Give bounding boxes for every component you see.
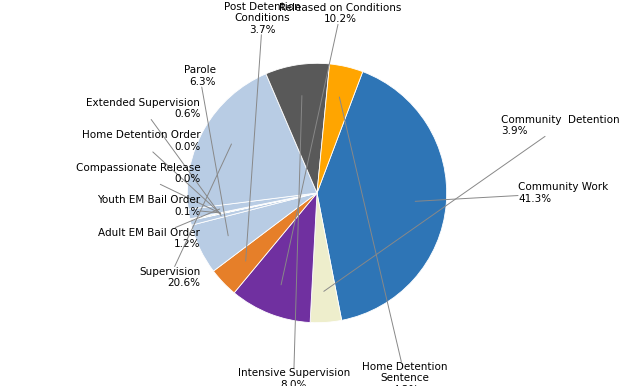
Text: Adult EM Bail Order
1.2%: Adult EM Bail Order 1.2%: [98, 209, 220, 249]
Text: Post Detention
Conditions
3.7%: Post Detention Conditions 3.7%: [224, 2, 301, 261]
Text: Home Detention Order
0.0%: Home Detention Order 0.0%: [82, 130, 221, 214]
Text: Community Work
41.3%: Community Work 41.3%: [415, 182, 608, 204]
Text: Parole
6.3%: Parole 6.3%: [184, 66, 228, 236]
Wedge shape: [190, 193, 317, 225]
Wedge shape: [234, 193, 317, 323]
Wedge shape: [190, 193, 317, 220]
Wedge shape: [187, 74, 317, 209]
Text: Intensive Supervision
8.0%: Intensive Supervision 8.0%: [238, 96, 350, 386]
Text: Released on Conditions
10.2%: Released on Conditions 10.2%: [279, 3, 401, 285]
Text: Supervision
20.6%: Supervision 20.6%: [139, 144, 231, 288]
Wedge shape: [214, 193, 317, 293]
Wedge shape: [317, 72, 447, 320]
Wedge shape: [190, 193, 317, 220]
Wedge shape: [266, 63, 330, 193]
Wedge shape: [188, 193, 317, 219]
Wedge shape: [190, 193, 317, 220]
Wedge shape: [191, 193, 317, 271]
Wedge shape: [310, 193, 342, 323]
Wedge shape: [317, 64, 363, 193]
Text: Extended Supervision
0.6%: Extended Supervision 0.6%: [86, 98, 221, 216]
Text: Home Detention
Sentence
4.2%: Home Detention Sentence 4.2%: [339, 97, 448, 386]
Text: Community  Detention
3.9%: Community Detention 3.9%: [324, 115, 620, 291]
Text: Compassionate Release
0.0%: Compassionate Release 0.0%: [75, 163, 221, 213]
Text: Youth EM Bail Order
0.1%: Youth EM Bail Order 0.1%: [97, 195, 221, 217]
